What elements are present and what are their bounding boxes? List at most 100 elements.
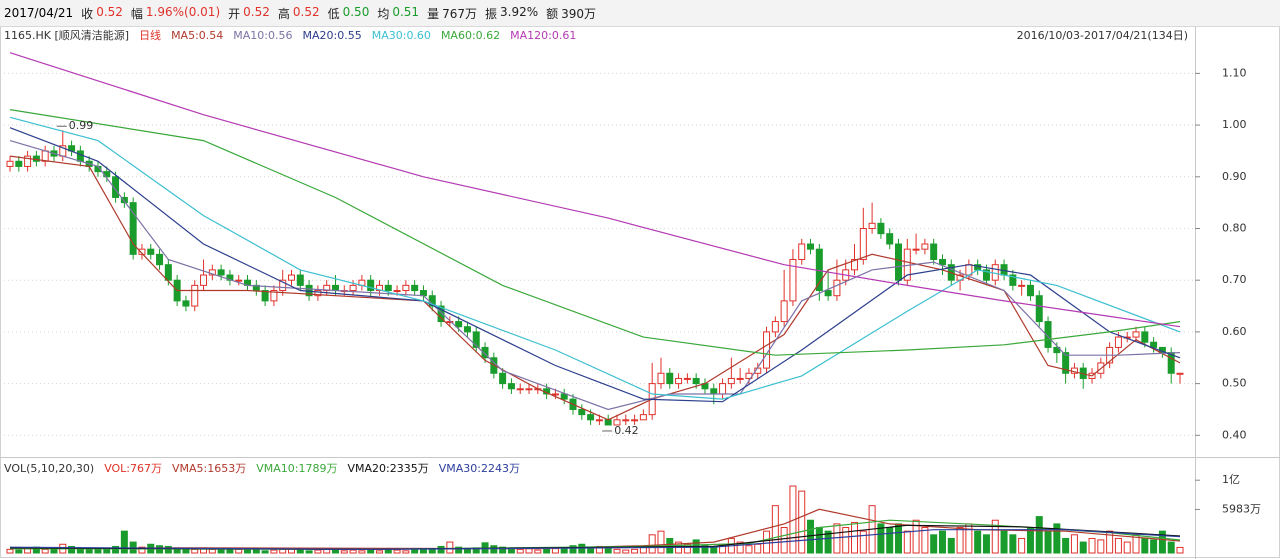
volume-bar (569, 545, 577, 554)
quote-value: 0.52 (243, 4, 270, 19)
candle-body (657, 372, 665, 385)
candle-body (824, 290, 832, 297)
y-tick-label: 1亿 (1222, 473, 1240, 486)
candle-body (1132, 331, 1140, 338)
candle-body (613, 419, 621, 426)
volume-bar (384, 548, 392, 554)
volume-bar (85, 548, 93, 554)
volume-bar (41, 548, 49, 554)
quote-item: 均 0.51 (377, 5, 419, 22)
candle-body (261, 290, 269, 302)
volume-bar (815, 527, 823, 554)
volume-bar (877, 523, 885, 554)
candle-body (666, 372, 674, 385)
candle-body (402, 284, 410, 292)
volume-bar (393, 549, 401, 554)
quote-item: 低 0.50 (328, 5, 370, 22)
y-tick-label: 0.70 (1222, 273, 1247, 286)
volume-bar (419, 548, 427, 554)
ma-line (9, 52, 1181, 328)
candle-body (622, 419, 630, 422)
candle-body (76, 150, 84, 162)
candle-body (912, 248, 920, 251)
volume-bar (1141, 537, 1149, 554)
volume-bar (938, 530, 946, 554)
candle-body (604, 419, 612, 426)
quote-header: 2017/04/21 收 0.52 幅 1.96%(0.01) 开 0.52 高 0.52 低 0… (0, 0, 1280, 27)
candle-body (41, 150, 49, 162)
volume-bar (1000, 530, 1008, 554)
candle-body (551, 393, 559, 396)
ma-line (9, 116, 1181, 400)
volume-bar (296, 549, 304, 554)
candle-body (270, 290, 278, 302)
candle-body (217, 269, 225, 276)
candle-body (367, 279, 375, 292)
candle-body (384, 284, 392, 292)
legend-entry: MA20:0.55 (302, 28, 362, 42)
volume-bar (499, 546, 507, 554)
quote-value: 390万 (561, 6, 597, 21)
volume-bar (112, 545, 120, 554)
candle-body (719, 383, 727, 395)
candle-body (921, 243, 929, 250)
candle-body (147, 248, 155, 255)
symbol: 1165.HK [顺风清洁能源] (4, 29, 130, 42)
candle-body (200, 274, 208, 286)
quote-item: 收 0.52 (81, 5, 123, 22)
date-range[interactable]: 2016/10/03-2017/04/21(134日) (1016, 29, 1188, 42)
ma-line (9, 529, 1181, 551)
ma-line (9, 155, 1181, 421)
volume-bar (305, 550, 313, 554)
quote-value: 0.52 (96, 4, 123, 19)
legend-entry: MA30:0.60 (371, 28, 431, 42)
volume-bar (991, 519, 999, 554)
range-box[interactable]: 2016/10/03-2017/04/21(134日) (1017, 26, 1188, 44)
candle-body (1141, 331, 1149, 343)
volume-bar (807, 519, 815, 554)
candle-body (481, 346, 489, 359)
volume-bar (244, 549, 252, 554)
volume-bar (903, 530, 911, 554)
volume-bar (516, 548, 524, 554)
volume-bar (490, 545, 498, 554)
candle-body (807, 243, 815, 250)
volume-bar (24, 548, 32, 554)
volume-bar (235, 548, 243, 554)
candle-body (1026, 284, 1034, 297)
legend-entry: MA5:0.54 (171, 28, 224, 42)
volume-bar (1150, 539, 1158, 554)
volume-bar (1044, 530, 1052, 554)
candle-body (288, 274, 296, 281)
candle-body (455, 321, 463, 328)
candle-body (279, 279, 287, 292)
quote-date: 2017/04/21 (4, 6, 74, 20)
candle-body (472, 331, 480, 348)
candle-body (1044, 321, 1052, 348)
candle-body (710, 388, 718, 395)
volume-bar (859, 530, 867, 554)
volume-bar (402, 550, 410, 554)
candle-body (1035, 295, 1043, 323)
quote-value: 0.50 (342, 4, 370, 19)
candle-body (191, 284, 199, 307)
volume-bar (886, 527, 894, 554)
legend-entry: MA10:0.56 (233, 28, 293, 42)
volume-legend: VOL(5,10,20,30) VOL:767万 VMA5:1653万 VMA10… (4, 459, 520, 477)
candle-body (631, 419, 639, 422)
ma-line (9, 127, 1181, 403)
quote-label: 量 (427, 6, 440, 21)
volume-bar (648, 534, 656, 554)
volume-bar (1053, 523, 1061, 554)
volume-bar (1123, 541, 1131, 554)
volume-bar (375, 550, 383, 554)
volume-label: VOL:767万 (104, 462, 163, 475)
y-tick-label: 1.00 (1222, 118, 1247, 131)
candle-body (235, 279, 243, 282)
candle-body (982, 269, 990, 281)
volume-bar (780, 527, 788, 554)
candle-body (868, 222, 876, 229)
quote-value: 1.96%(0.01) (145, 4, 221, 19)
quote-label: 高 (277, 6, 290, 21)
